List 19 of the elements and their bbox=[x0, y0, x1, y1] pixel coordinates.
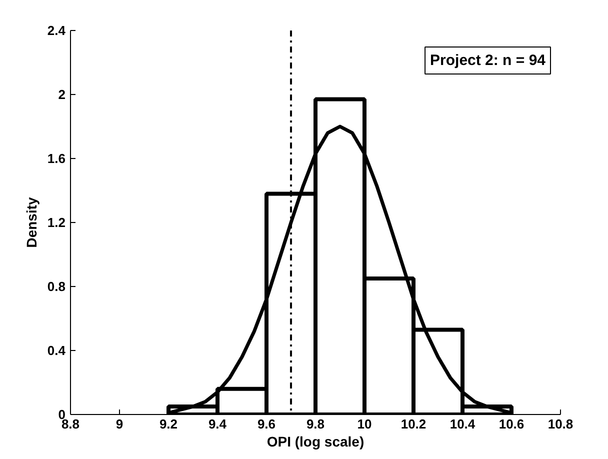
y-tick-label: 0.4 bbox=[47, 343, 66, 358]
y-tick-label: 2 bbox=[58, 87, 66, 102]
x-tick-label: 9 bbox=[116, 416, 124, 432]
x-axis-title: OPI (log scale) bbox=[266, 434, 364, 450]
x-tick-label: 10.4 bbox=[450, 416, 476, 432]
x-tick-label: 10.8 bbox=[548, 416, 574, 432]
x-tick-label: 10.2 bbox=[400, 416, 426, 432]
x-tick-label: 9.6 bbox=[257, 416, 276, 432]
x-tick-label: 9.2 bbox=[159, 416, 178, 432]
x-tick-label: 9.4 bbox=[208, 416, 228, 432]
y-tick-label: 1.2 bbox=[47, 215, 66, 230]
y-axis-title: Density bbox=[23, 197, 40, 248]
x-tick-label: 10 bbox=[357, 416, 372, 432]
y-tick-label: 1.6 bbox=[47, 151, 66, 166]
y-tick-label: 0.8 bbox=[47, 279, 66, 294]
x-tick-label: 9.8 bbox=[306, 416, 325, 432]
annotation: Project 2: n = 94 bbox=[430, 52, 546, 69]
x-tick-label: 10.6 bbox=[498, 416, 524, 432]
y-tick-label: 2.4 bbox=[47, 23, 66, 38]
